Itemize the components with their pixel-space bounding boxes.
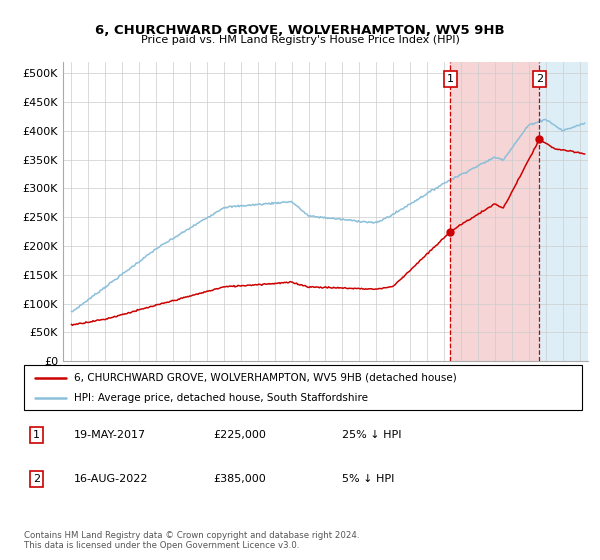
- Bar: [451, 62, 539, 361]
- Text: £385,000: £385,000: [214, 474, 266, 484]
- Text: £225,000: £225,000: [214, 430, 266, 440]
- Text: 6, CHURCHWARD GROVE, WOLVERHAMPTON, WV5 9HB (detached house): 6, CHURCHWARD GROVE, WOLVERHAMPTON, WV5 …: [74, 372, 457, 382]
- Text: 6, CHURCHWARD GROVE, WOLVERHAMPTON, WV5 9HB: 6, CHURCHWARD GROVE, WOLVERHAMPTON, WV5 …: [95, 24, 505, 36]
- Text: 5% ↓ HPI: 5% ↓ HPI: [342, 474, 394, 484]
- Text: 25% ↓ HPI: 25% ↓ HPI: [342, 430, 401, 440]
- Text: HPI: Average price, detached house, South Staffordshire: HPI: Average price, detached house, Sout…: [74, 393, 368, 403]
- Text: 2: 2: [536, 74, 543, 84]
- Text: 1: 1: [447, 74, 454, 84]
- Text: 16-AUG-2022: 16-AUG-2022: [74, 474, 149, 484]
- Text: 1: 1: [33, 430, 40, 440]
- Text: Contains HM Land Registry data © Crown copyright and database right 2024.
This d: Contains HM Land Registry data © Crown c…: [24, 531, 359, 550]
- Text: 19-MAY-2017: 19-MAY-2017: [74, 430, 146, 440]
- Text: Price paid vs. HM Land Registry's House Price Index (HPI): Price paid vs. HM Land Registry's House …: [140, 35, 460, 45]
- Bar: [539, 62, 588, 361]
- Text: 2: 2: [33, 474, 40, 484]
